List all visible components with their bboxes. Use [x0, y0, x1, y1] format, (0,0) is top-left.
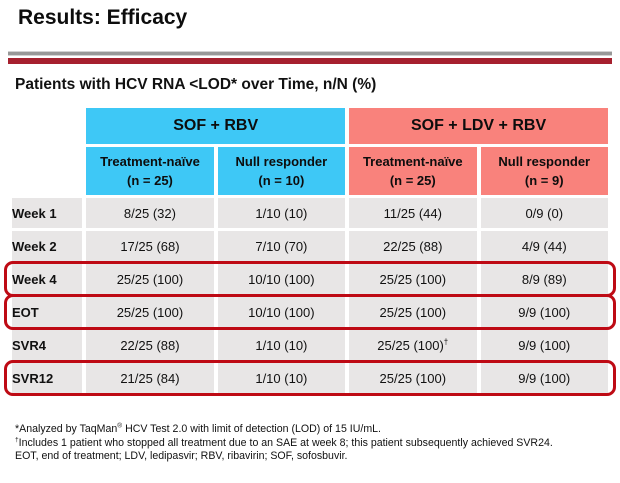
row-label: EOT — [12, 297, 83, 327]
column-header-n: (n = 25) — [127, 173, 173, 188]
table-row: Week 2 17/25 (68) 7/10 (70) 22/25 (88) 4… — [12, 231, 608, 261]
row-label: SVR12 — [12, 363, 83, 393]
value-cell: 1/10 (10) — [217, 330, 346, 360]
column-header-row: Treatment-naïve (n = 25) Null responder … — [12, 147, 608, 195]
value-cell: 8/9 (89) — [480, 264, 608, 294]
row-label: Week 2 — [12, 231, 83, 261]
value-cell: 22/25 (88) — [349, 231, 477, 261]
value-cell: 7/10 (70) — [217, 231, 346, 261]
footnote-line: EOT, end of treatment; LDV, ledipasvir; … — [15, 450, 348, 462]
value-cell: 10/10 (100) — [217, 297, 346, 327]
column-header-sofldvrbv-treatment-naive: Treatment-naïve (n = 25) — [349, 147, 477, 195]
value-cell: 10/10 (100) — [217, 264, 346, 294]
value-cell: 9/9 (100) — [480, 330, 608, 360]
divider-gray-rule — [8, 51, 612, 56]
value-cell: 25/25 (100) — [86, 264, 214, 294]
footnote-line: †Includes 1 patient who stopped all trea… — [15, 435, 553, 449]
row-label: SVR4 — [12, 330, 83, 360]
group-header-row: SOF + RBV SOF + LDV + RBV — [12, 108, 608, 144]
column-header-arm: Treatment-naïve — [100, 153, 200, 169]
value-cell: 22/25 (88) — [86, 330, 214, 360]
footnote-line: *Analyzed by TaqMan® HCV Test 2.0 with l… — [15, 422, 381, 435]
table-row: Week 1 8/25 (32) 1/10 (10) 11/25 (44) 0/… — [12, 198, 608, 228]
table-row: SVR12 21/25 (84) 1/10 (10) 25/25 (100) 9… — [12, 363, 608, 393]
table-row: SVR4 22/25 (88) 1/10 (10) 25/25 (100)† 9… — [12, 330, 608, 360]
slide-title: Results: Efficacy — [18, 6, 188, 29]
footnotes: *Analyzed by TaqMan® HCV Test 2.0 with l… — [15, 423, 553, 464]
row-label: Week 4 — [12, 264, 83, 294]
column-header-arm: Null responder — [498, 153, 591, 169]
value-cell: 21/25 (84) — [86, 363, 214, 393]
value-cell: 9/9 (100) — [480, 363, 608, 393]
value-cell: 1/10 (10) — [217, 363, 346, 393]
value-cell: 9/9 (100) — [480, 297, 608, 327]
corner-cell — [12, 147, 82, 195]
value-cell: 25/25 (100) — [349, 264, 477, 294]
table-row: EOT 25/25 (100) 10/10 (100) 25/25 (100) … — [12, 297, 608, 327]
value-cell: 25/25 (100)† — [349, 330, 477, 360]
group-header-sof-ldv-rbv: SOF + LDV + RBV — [349, 108, 608, 144]
value-cell: 25/25 (100) — [349, 363, 477, 393]
column-header-n: (n = 9) — [524, 173, 564, 188]
value-cell: 1/10 (10) — [217, 198, 346, 228]
group-header-sof-rbv: SOF + RBV — [86, 108, 346, 144]
column-header-sofldvrbv-null-responder: Null responder (n = 9) — [480, 147, 608, 195]
value-cell: 0/9 (0) — [480, 198, 608, 228]
column-header-sofrbv-treatment-naive: Treatment-naïve (n = 25) — [86, 147, 214, 195]
value-cell: 11/25 (44) — [349, 198, 477, 228]
column-header-sofrbv-null-responder: Null responder (n = 10) — [217, 147, 346, 195]
value-cell: 17/25 (68) — [86, 231, 214, 261]
value-cell: 4/9 (44) — [480, 231, 608, 261]
value-cell: 25/25 (100) — [86, 297, 214, 327]
value-cell: 25/25 (100) — [349, 297, 477, 327]
efficacy-table-wrap: SOF + RBV SOF + LDV + RBV Treatment-naïv… — [4, 105, 616, 396]
divider-red-rule — [8, 58, 612, 64]
value-cell: 8/25 (32) — [86, 198, 214, 228]
efficacy-table: SOF + RBV SOF + LDV + RBV Treatment-naïv… — [8, 105, 612, 396]
column-header-n: (n = 25) — [389, 173, 436, 188]
row-label: Week 1 — [12, 198, 83, 228]
table-title: Patients with HCV RNA <LOD* over Time, n… — [15, 76, 377, 93]
table-row: Week 4 25/25 (100) 10/10 (100) 25/25 (10… — [12, 264, 608, 294]
column-header-arm: Null responder — [235, 153, 328, 169]
corner-cell — [12, 108, 82, 144]
column-header-n: (n = 10) — [258, 173, 305, 188]
column-header-arm: Treatment-naïve — [362, 153, 463, 169]
